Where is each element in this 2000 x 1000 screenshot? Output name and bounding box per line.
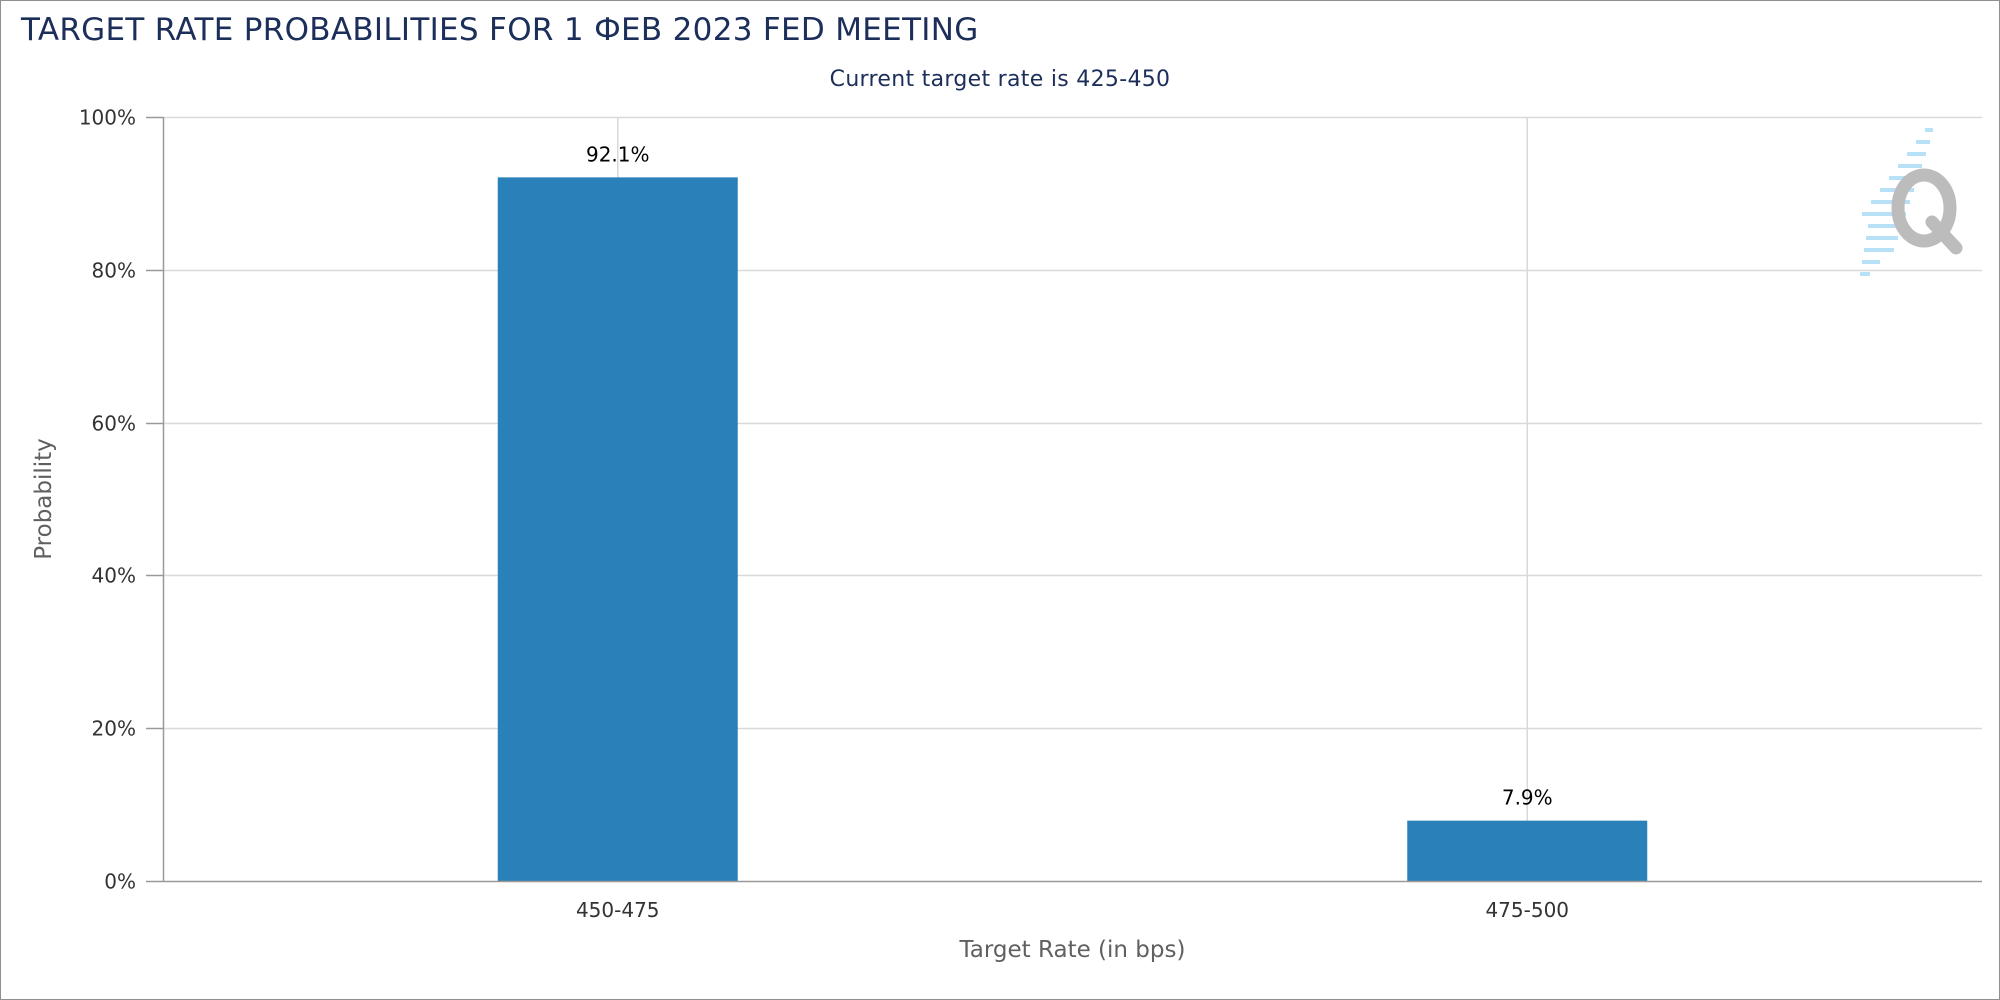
y-tick-label: 100% bbox=[79, 106, 136, 130]
data-label: 92.1% bbox=[586, 142, 650, 166]
axes: 0% 20% 40% 60% 80% 100% 450-475 475-500 Target R… bbox=[31, 106, 1982, 963]
chart-subtitle: Current target rate is 425-450 bbox=[829, 67, 1171, 92]
y-tick-label: 60% bbox=[92, 412, 136, 436]
y-axis-title: Probability bbox=[31, 438, 57, 560]
data-labels: 92.1% 7.9% bbox=[586, 142, 1553, 809]
y-tick-label: 40% bbox=[92, 564, 136, 588]
gridlines bbox=[163, 116, 1982, 881]
data-label: 7.9% bbox=[1502, 786, 1553, 810]
bar-475-500[interactable] bbox=[1407, 820, 1648, 881]
y-tick-label: 0% bbox=[104, 870, 136, 894]
x-tick-label: 475-500 bbox=[1485, 898, 1569, 922]
y-tick-label: 80% bbox=[92, 259, 136, 283]
bars bbox=[497, 177, 1648, 881]
x-tick-label: 450-475 bbox=[576, 898, 660, 922]
y-tick-label: 20% bbox=[92, 717, 136, 741]
watermark-q-logo-icon bbox=[1860, 128, 1963, 276]
chart-title: TARGET RATE PROBABILITIES FOR 1 ФЕВ 2023… bbox=[21, 12, 979, 48]
bar-450-475[interactable] bbox=[497, 177, 738, 881]
x-axis-title: Target Rate (in bps) bbox=[959, 937, 1186, 963]
